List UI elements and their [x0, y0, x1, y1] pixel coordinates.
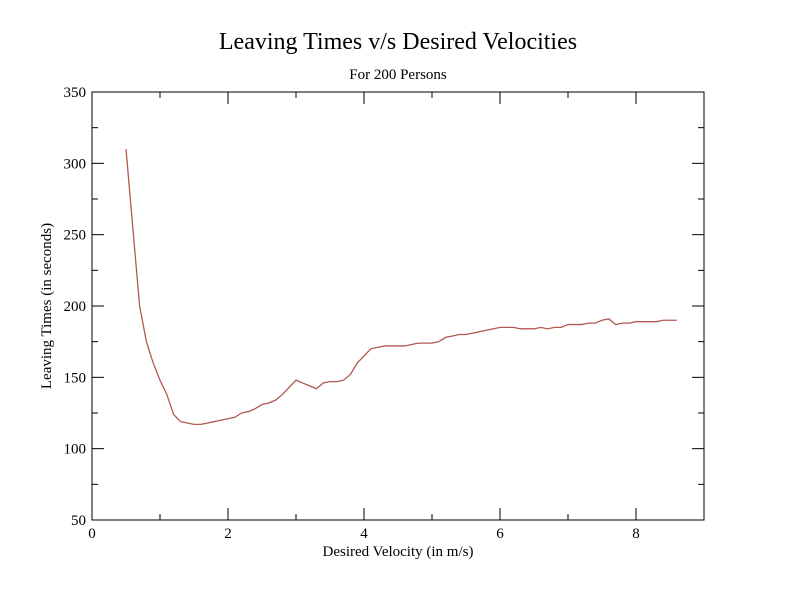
y-axis-label: Leaving Times (in seconds) [39, 223, 55, 389]
x-tick-label: 6 [496, 526, 504, 542]
y-tick-label: 100 [64, 442, 87, 458]
series-line [125, 149, 677, 426]
chart-title: Leaving Times v/s Desired Velocities [219, 29, 577, 55]
y-tick-label: 350 [64, 85, 87, 101]
y-tick-labels: 50 100 150 200 250 300 350 [64, 85, 87, 529]
y-tick-label: 300 [64, 156, 87, 172]
axis-ticks [91, 91, 705, 521]
y-tick-label: 200 [64, 299, 87, 315]
x-tick-label: 0 [88, 526, 96, 542]
chart-subtitle: For 200 Persons [349, 67, 447, 83]
x-tick-label: 4 [360, 526, 368, 542]
y-tick-label: 250 [64, 228, 87, 244]
y-tick-label: 150 [64, 370, 87, 386]
x-axis-label: Desired Velocity (in m/s) [323, 544, 474, 560]
x-tick-label: 2 [224, 526, 232, 542]
x-tick-label: 8 [632, 526, 640, 542]
y-tick-label: 50 [71, 513, 86, 529]
x-tick-labels: 0 2 4 6 8 [88, 526, 640, 542]
plot-frame [91, 91, 705, 521]
